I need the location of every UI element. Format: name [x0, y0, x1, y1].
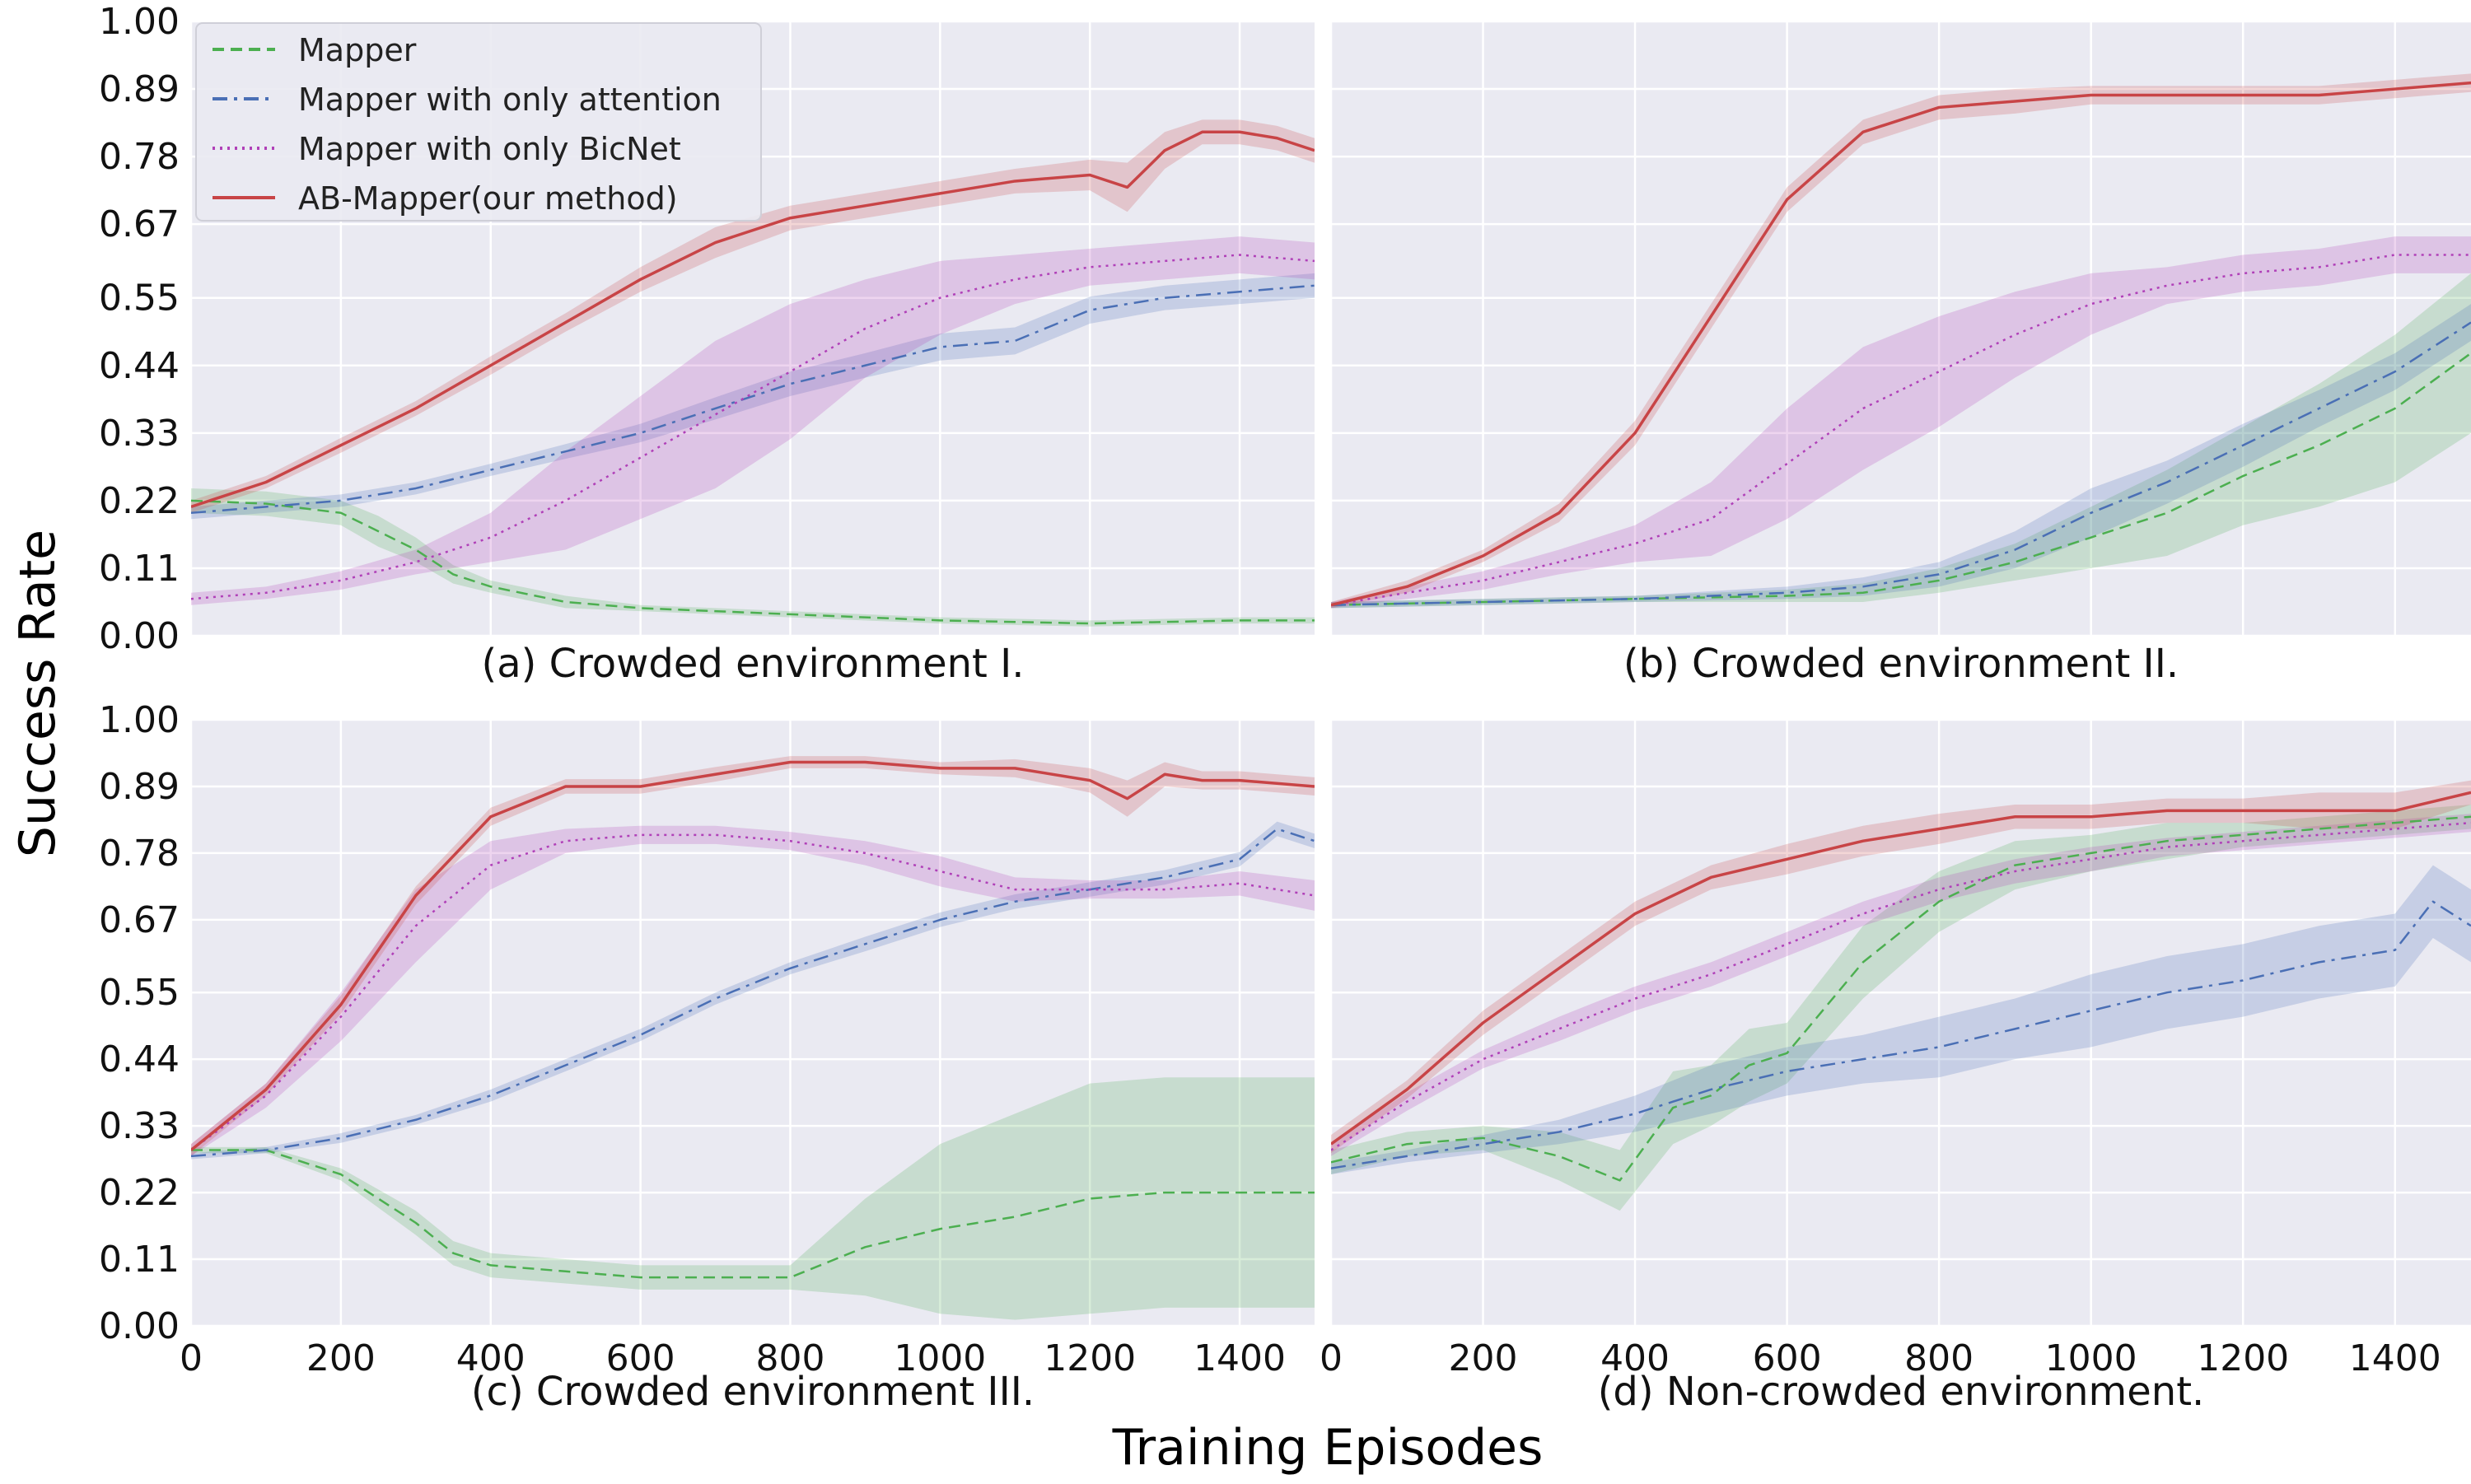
y-tick-label: 0.67	[99, 203, 180, 245]
x-tick-label: 0	[180, 1337, 203, 1379]
x-tick-label: 1200	[2197, 1337, 2289, 1379]
plot-background	[191, 720, 1315, 1326]
band-mapper-with-only-attention	[1331, 865, 2471, 1174]
x-tick-label: 800	[755, 1337, 824, 1379]
legend-box	[195, 22, 762, 222]
y-tick-label: 0.89	[99, 766, 180, 808]
panel-caption: (b) Crowded environment II.	[1623, 641, 2179, 687]
x-axis-title: Training Episodes	[1112, 1419, 1544, 1477]
line-mapper-with-only-bicnet	[1331, 254, 2471, 606]
legend-item: AB-Mapper(our method)	[213, 180, 678, 217]
panel-caption: (a) Crowded environment I.	[481, 641, 1024, 687]
legend-label: Mapper with only attention	[298, 82, 722, 118]
y-tick-label: 0.33	[99, 1105, 180, 1147]
line-mapper-with-only-attention	[191, 284, 1315, 515]
x-tick-label: 1000	[894, 1337, 986, 1379]
y-tick-label: 1.00	[99, 1, 180, 43]
x-tick-label: 1400	[2349, 1337, 2441, 1379]
y-tick-label: 0.00	[99, 615, 180, 657]
panel-4: 0 200 400 600 800 1000 1200 1400 (d) Non-crowded…	[1320, 718, 2471, 1415]
legend-label: Mapper	[298, 32, 417, 68]
y-tick-label: 0.22	[99, 1172, 180, 1214]
line-mapper-with-only-attention	[191, 828, 1315, 1158]
line-mapper-with-only-attention	[1331, 321, 2471, 606]
panel-3: 0.00 0.11 0.22 0.33 0.44 0.55 0.67 0.78 0.89 1.00…	[99, 699, 1315, 1415]
line-mapper	[191, 1149, 1315, 1279]
band-mapper-with-only-attention	[1331, 304, 2471, 609]
y-tick-label: 0.55	[99, 278, 180, 320]
y-tick-label: 0.78	[99, 136, 180, 178]
y-tick-label: 0.22	[99, 480, 180, 522]
y-tick-label: 0.78	[99, 833, 180, 875]
legend-item: Mapper	[213, 32, 417, 68]
series-group	[191, 756, 1315, 1320]
y-tick-label: 0.11	[99, 1239, 180, 1281]
plot-background	[1331, 720, 2471, 1326]
y-tick-label: 0.55	[99, 972, 180, 1014]
x-tick-label: 1400	[1193, 1337, 1286, 1379]
legend-item: Mapper with only attention	[213, 82, 722, 118]
x-tick-label: 200	[1449, 1337, 1518, 1379]
line-mapper-with-only-bicnet	[1331, 821, 2471, 1151]
panel-caption: (c) Crowded environment III.	[471, 1369, 1035, 1415]
legend-label: Mapper with only BicNet	[298, 131, 681, 167]
x-tick-label: 1000	[2045, 1337, 2137, 1379]
y-tick-label: 0.11	[99, 548, 180, 590]
y-tick-label: 1.00	[99, 699, 180, 741]
y-tick-label: 0.44	[99, 1038, 180, 1080]
series-group	[1331, 73, 2471, 609]
y-tick-label: 0.00	[99, 1305, 180, 1347]
legend-item: Mapper with only BicNet	[213, 131, 681, 167]
line-mapper-with-only-bicnet	[191, 833, 1315, 1151]
y-tick-label: 0.33	[99, 413, 180, 455]
x-tick-label: 200	[306, 1337, 376, 1379]
y-tick-label: 0.67	[99, 899, 180, 941]
x-tick-label: 800	[1904, 1337, 1974, 1379]
line-mapper	[191, 499, 1315, 625]
series-group	[191, 119, 1315, 627]
x-tick-label: 400	[456, 1337, 525, 1379]
line-ab-mapper-our-method-	[1331, 791, 2471, 1146]
band-mapper-with-only-bicnet	[1331, 236, 2471, 609]
y-axis-title: Success Rate	[9, 530, 67, 857]
line-mapper	[1331, 815, 2471, 1182]
x-tick-label: 0	[1320, 1337, 1343, 1379]
band-mapper	[1331, 273, 2471, 609]
panel-2: (b) Crowded environment II.	[1329, 20, 2471, 687]
x-tick-label: 1200	[1044, 1337, 1136, 1379]
legend-label: AB-Mapper(our method)	[298, 180, 678, 217]
panel-caption: (d) Non-crowded environment.	[1598, 1369, 2205, 1415]
band-mapper-with-only-bicnet	[191, 236, 1315, 605]
y-tick-label: 0.89	[99, 68, 180, 110]
x-tick-label: 600	[1753, 1337, 1822, 1379]
band-mapper	[191, 488, 1315, 627]
series-group	[1331, 780, 2471, 1211]
x-tick-label: 600	[606, 1337, 675, 1379]
y-tick-label: 0.44	[99, 345, 180, 387]
panels: 0.00 0.11 0.22 0.33 0.44 0.55 0.67 0.78 0.89 1.00…	[99, 1, 2471, 1415]
line-ab-mapper-our-method-	[191, 760, 1315, 1151]
legend: Mapper Mapper with only attention Mapper w…	[195, 22, 762, 222]
line-ab-mapper-our-method-	[1331, 81, 2471, 607]
line-ab-mapper-our-method-	[191, 130, 1315, 509]
x-tick-label: 400	[1600, 1337, 1670, 1379]
line-mapper-with-only-attention	[1331, 900, 2471, 1169]
